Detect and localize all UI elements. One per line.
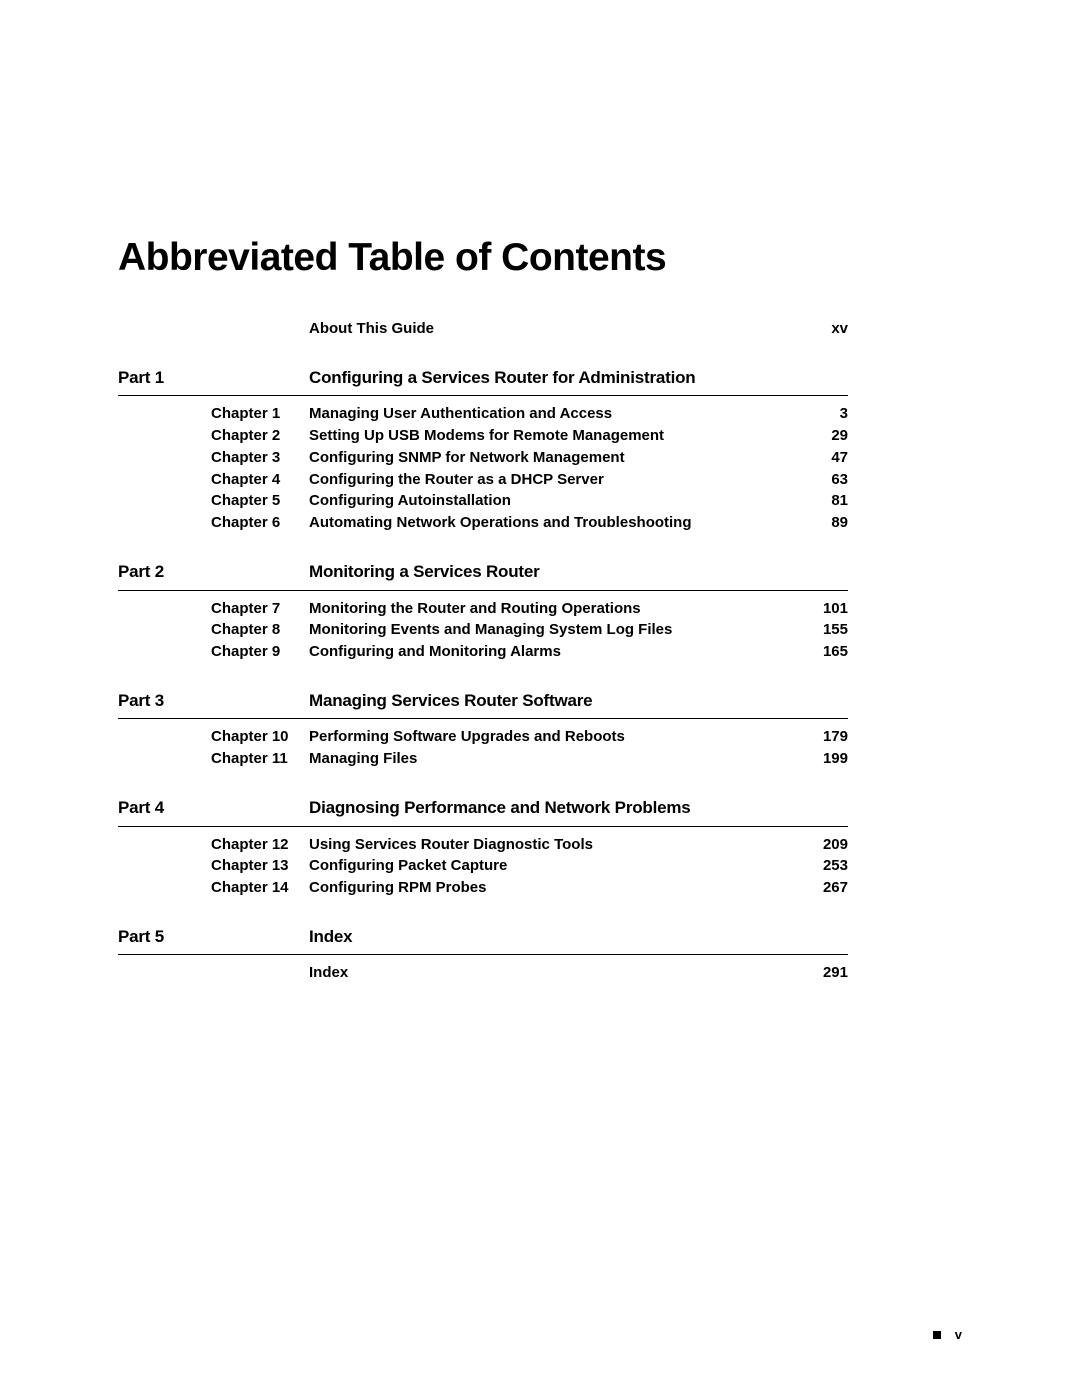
chapter-page: 267 [823,877,848,899]
frontmatter-row: About This Guide xv [118,318,848,340]
page-title: Abbreviated Table of Contents [118,236,666,280]
parts-container: Part 1 Configuring a Services Router for … [118,366,848,984]
chapter-row: Chapter 5Configuring Autoinstallation81 [118,490,848,512]
part-title: Monitoring a Services Router [309,560,848,590]
chapter-row: Chapter 7Monitoring the Router and Routi… [118,598,848,620]
part-label: Part 4 [118,796,211,826]
frontmatter-page: xv [831,318,848,340]
footer-page-number: v [955,1327,962,1342]
chapter-page: 165 [823,641,848,663]
part-title: Diagnosing Performance and Network Probl… [309,796,848,826]
chapter-title: Configuring and Monitoring Alarms [309,641,823,663]
part-title: Managing Services Router Software [309,689,848,719]
chapter-label: Chapter 2 [211,425,309,447]
chapter-page: 209 [823,834,848,856]
chapter-title: Index [309,962,823,984]
blank [211,713,309,718]
blank [211,390,309,395]
chapter-label: Chapter 9 [211,641,309,663]
blank [211,821,309,826]
chapter-title: Configuring the Router as a DHCP Server [309,469,831,491]
chapter-page: 3 [840,403,848,425]
chapter-row: Chapter 12Using Services Router Diagnost… [118,834,848,856]
chapter-row: Chapter 9Configuring and Monitoring Alar… [118,641,848,663]
chapter-page: 179 [823,726,848,748]
chapter-page: 89 [831,512,848,534]
part-title: Configuring a Services Router for Admini… [309,366,848,396]
chapter-title: Automating Network Operations and Troubl… [309,512,831,534]
chapter-page: 253 [823,855,848,877]
footer-square-icon [933,1331,941,1339]
chapter-row: Chapter 6Automating Network Operations a… [118,512,848,534]
chapter-label: Chapter 14 [211,877,309,899]
chapter-label: Chapter 11 [211,748,309,770]
part-row: Part 4 Diagnosing Performance and Network… [118,796,848,827]
chapter-page: 199 [823,748,848,770]
part-label: Part 2 [118,560,211,590]
chapter-page: 101 [823,598,848,620]
chapter-row: Chapter 2Setting Up USB Modems for Remot… [118,425,848,447]
chapter-label: Chapter 4 [211,469,309,491]
chapter-row: Index291 [118,962,848,984]
chapter-title: Performing Software Upgrades and Reboots [309,726,823,748]
chapter-title: Managing Files [309,748,823,770]
part-row: Part 3 Managing Services Router Software [118,689,848,720]
frontmatter-title: About This Guide [309,318,831,340]
chapter-title: Configuring Packet Capture [309,855,823,877]
chapter-title: Monitoring Events and Managing System Lo… [309,619,823,641]
chapter-page: 155 [823,619,848,641]
chapter-label: Chapter 12 [211,834,309,856]
chapter-page: 47 [831,447,848,469]
chapter-title: Using Services Router Diagnostic Tools [309,834,823,856]
chapter-label: Chapter 13 [211,855,309,877]
chapter-title: Monitoring the Router and Routing Operat… [309,598,823,620]
chapter-row: Chapter 13Configuring Packet Capture253 [118,855,848,877]
chapter-page: 291 [823,962,848,984]
chapter-label: Chapter 10 [211,726,309,748]
chapter-label: Chapter 7 [211,598,309,620]
chapter-title: Managing User Authentication and Access [309,403,840,425]
part-row: Part 2 Monitoring a Services Router [118,560,848,591]
blank [211,949,309,954]
chapter-row: Chapter 8Monitoring Events and Managing … [118,619,848,641]
chapter-title: Configuring SNMP for Network Management [309,447,831,469]
chapter-row: Chapter 14Configuring RPM Probes267 [118,877,848,899]
chapter-row: Chapter 1Managing User Authentication an… [118,403,848,425]
part-row: Part 5 Index [118,925,848,956]
page-footer: v [919,1327,962,1342]
chapter-row: Chapter 11Managing Files199 [118,748,848,770]
part-title: Index [309,925,848,955]
chapter-page: 81 [831,490,848,512]
part-label: Part 1 [118,366,211,396]
chapter-label: Chapter 3 [211,447,309,469]
blank [211,585,309,590]
part-row: Part 1 Configuring a Services Router for … [118,366,848,397]
chapter-title: Configuring RPM Probes [309,877,823,899]
chapter-label: Chapter 8 [211,619,309,641]
part-label: Part 5 [118,925,211,955]
chapter-page: 63 [831,469,848,491]
toc-content: About This Guide xv Part 1 Configuring a … [118,318,848,984]
chapter-row: Chapter 4Configuring the Router as a DHC… [118,469,848,491]
chapter-label: Chapter 5 [211,490,309,512]
chapter-label: Chapter 1 [211,403,309,425]
chapter-row: Chapter 10Performing Software Upgrades a… [118,726,848,748]
chapter-row: Chapter 3Configuring SNMP for Network Ma… [118,447,848,469]
chapter-page: 29 [831,425,848,447]
page: Abbreviated Table of Contents About This… [0,0,1080,1397]
chapter-title: Configuring Autoinstallation [309,490,831,512]
part-label: Part 3 [118,689,211,719]
chapter-title: Setting Up USB Modems for Remote Managem… [309,425,831,447]
chapter-label: Chapter 6 [211,512,309,534]
